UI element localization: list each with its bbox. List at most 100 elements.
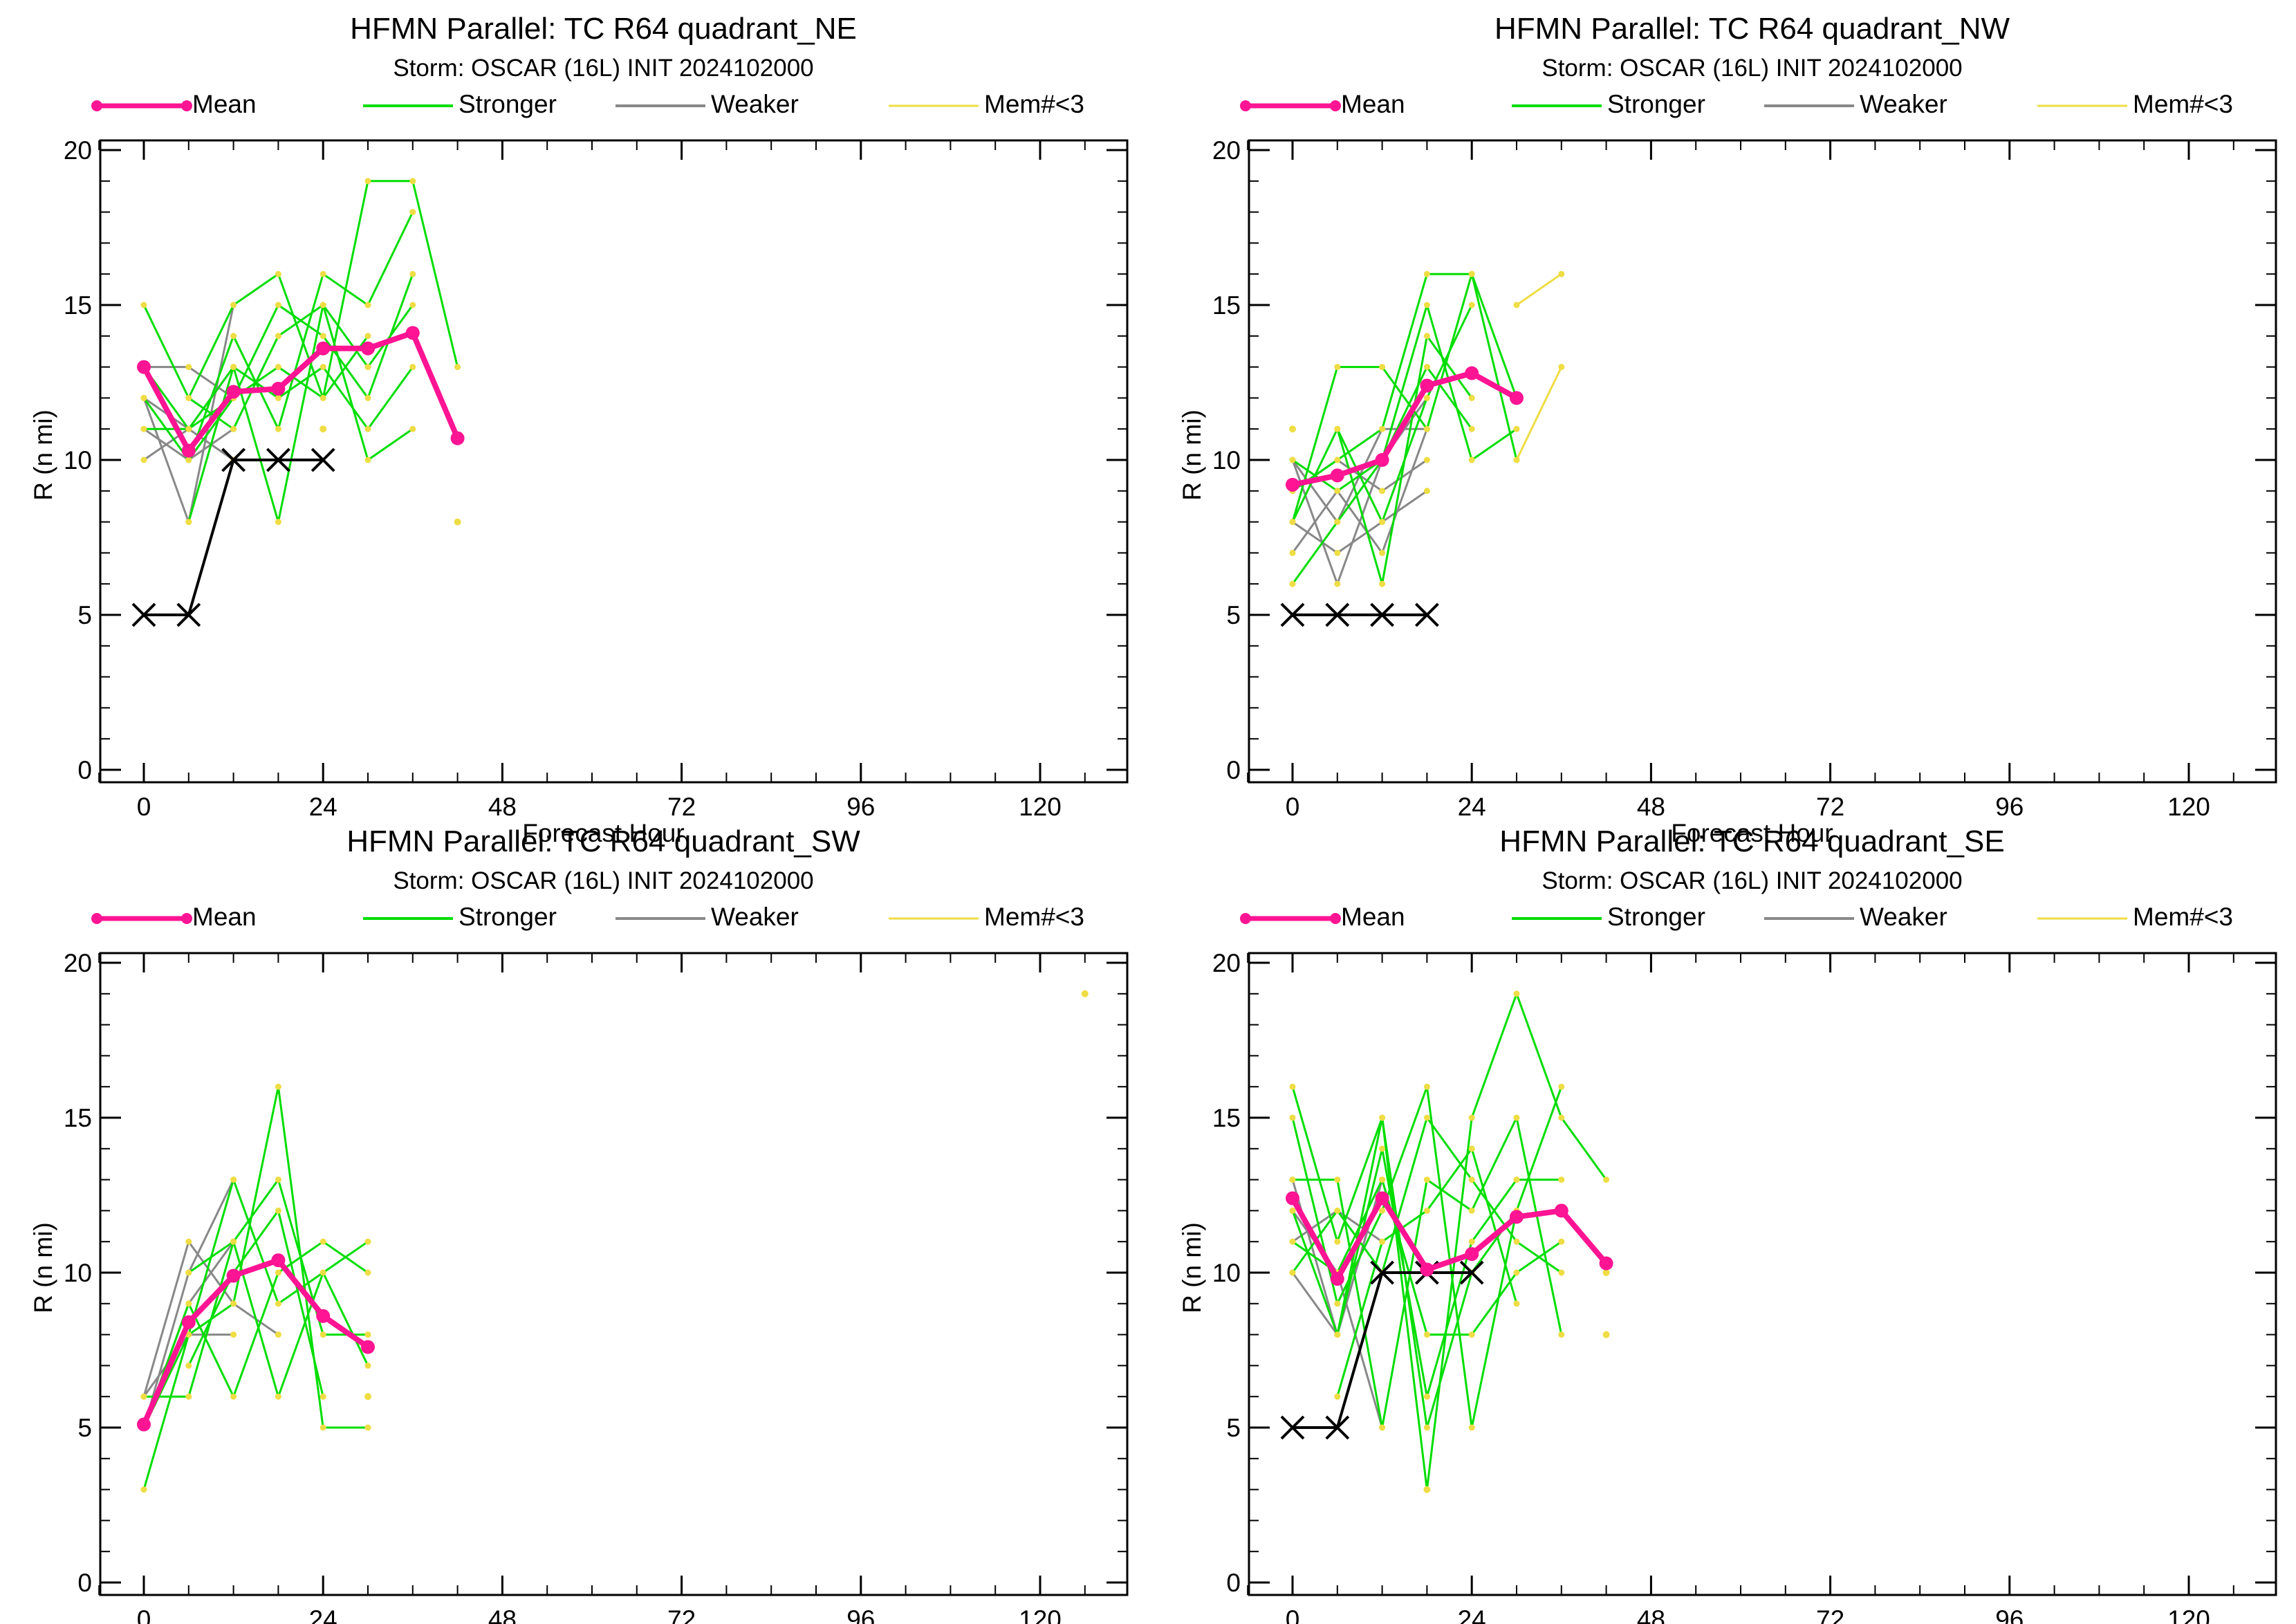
stronger-point [364,178,371,185]
chart-title: HFMN Parallel: TC R64 quadrant_SE [1499,824,2004,858]
stronger-point [1379,1177,1386,1183]
best-track-marker [1459,1260,1484,1285]
few-member-point [1513,302,1520,308]
stronger-point [1423,1331,1430,1338]
stronger-point [1334,488,1341,495]
plot-frame [99,952,1129,1596]
stronger-point [1468,1331,1475,1338]
stronger-point [409,209,416,216]
y-tick-label: 15 [1212,291,1241,320]
mean-point [1554,1203,1568,1218]
x-tick-label: 96 [846,1605,875,1624]
stronger-point [454,364,461,371]
stronger-point [409,178,416,185]
stronger-point [140,1393,147,1400]
stronger-point [1289,1177,1296,1183]
stronger-point [364,456,371,463]
y-tick-label: 10 [64,1259,92,1287]
stronger-point [1289,1114,1296,1121]
stronger-point [409,364,416,371]
stronger-point [1558,1083,1565,1090]
stronger-point [230,1300,237,1307]
legend-label: Mem#<3 [984,90,1084,118]
y-axis-label: R (n mi) [29,409,57,501]
stronger-series-5 [187,1209,324,1397]
stronger-point [185,1331,192,1338]
chart-title: HFMN Parallel: TC R64 quadrant_SW [346,824,860,858]
mean-point [1330,1271,1344,1286]
stronger-point [185,1393,192,1400]
x-tick-label: 48 [488,793,517,821]
stronger-point [1423,1083,1430,1090]
chart-subtitle: Storm: OSCAR (16L) INIT 2024102000 [1542,867,1962,894]
stronger-point [1334,364,1341,371]
stronger-point [1558,1269,1565,1276]
stronger-series-2 [1292,273,1518,492]
weaker-point [1423,456,1430,463]
stronger-point [364,1362,371,1369]
stronger-point [275,1300,281,1307]
x-tick-label: 24 [309,1605,337,1624]
stronger-point [1334,1207,1341,1214]
stronger-point [275,270,281,277]
stronger-point [275,364,281,371]
x-tick-label: 48 [1637,1605,1665,1624]
best-track-marker [1370,602,1395,627]
stronger-point [364,302,371,308]
panel-se: HFMN Parallel: TC R64 quadrant_SE Storm: … [1178,824,2277,1624]
y-tick-label: 0 [77,756,92,784]
stronger-point [1289,1269,1296,1276]
legend-label: Mean [1341,903,1405,931]
x-tick-label: 120 [1019,1605,1062,1624]
stronger-point [1289,1083,1296,1090]
legend-label: Mem#<3 [2133,90,2233,118]
weaker-series-3 [1292,490,1428,554]
legend-marker [1330,100,1341,111]
y-tick-label: 5 [1226,1414,1241,1442]
stronger-point [230,425,237,432]
y-tick-label: 15 [64,1104,92,1132]
stronger-series-5 [1336,304,1473,524]
stronger-point [1334,1238,1341,1245]
stronger-point [1334,456,1341,463]
y-tick-label: 15 [64,291,92,320]
stronger-point [1289,580,1296,587]
legend-label: Weaker [711,903,799,931]
stronger-point [320,1393,326,1400]
stronger-point [1558,1177,1565,1183]
stronger-series-0 [1291,273,1518,523]
x-tick-label: 0 [1286,793,1300,821]
y-axis-label: R (n mi) [1178,409,1206,501]
stronger-point [1379,425,1386,432]
y-tick-label: 10 [64,446,92,474]
stronger-point [1513,425,1520,432]
mean-point [181,443,196,458]
best-track-marker [1370,1260,1395,1285]
mean-point [405,326,420,340]
stronger-point [1289,1207,1296,1214]
x-tick-label: 24 [309,793,337,821]
stronger-series-3 [142,1240,369,1428]
few-member-series-0 [1516,273,1562,306]
stronger-point [185,456,192,463]
stronger-point [320,270,326,277]
x-tick-label: 72 [667,1605,696,1624]
stronger-point [1423,1424,1430,1431]
few-member-point [1423,1486,1431,1493]
legend-marker [181,913,192,924]
stronger-series-0 [142,180,459,399]
stronger-point [320,394,326,401]
stronger-point [230,364,237,371]
mean-line [141,1257,370,1426]
stronger-point [140,394,147,401]
stronger-point [275,519,281,526]
x-tick-label: 72 [1816,1605,1844,1624]
legend-marker [91,913,102,924]
stronger-point [320,1269,326,1276]
stronger-point [185,1362,192,1369]
y-tick-label: 10 [1212,446,1241,474]
legend-label: Stronger [459,90,557,118]
weaker-point [140,456,147,463]
y-tick-label: 0 [1226,1569,1241,1597]
plot-frame [1248,139,2277,784]
